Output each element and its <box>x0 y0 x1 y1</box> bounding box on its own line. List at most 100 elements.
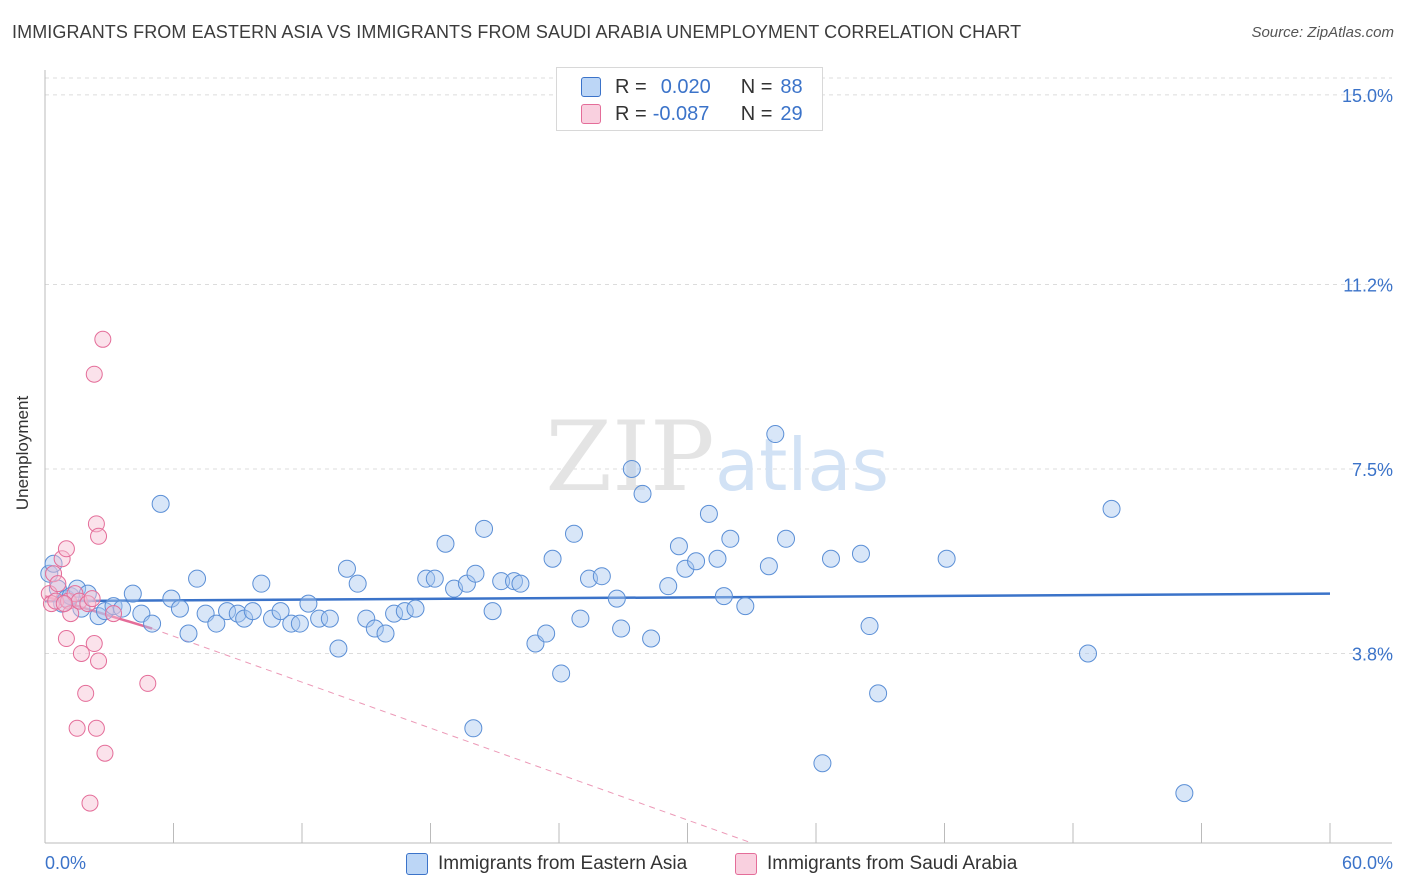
y-tick-label: 3.8% <box>1352 644 1393 664</box>
chart-title: IMMIGRANTS FROM EASTERN ASIA VS IMMIGRAN… <box>12 22 1022 42</box>
data-point-eastern-asia <box>592 567 611 586</box>
data-point-eastern-asia <box>188 569 207 588</box>
data-point-eastern-asia <box>218 602 237 621</box>
data-point-eastern-asia <box>869 684 888 703</box>
data-point-eastern-asia <box>151 494 170 513</box>
data-point-eastern-asia <box>337 559 356 578</box>
data-point-eastern-asia <box>466 564 485 583</box>
data-point-eastern-asia <box>687 552 706 571</box>
data-point-eastern-asia <box>123 584 142 603</box>
data-point-saudi-arabia <box>87 515 105 533</box>
data-point-saudi-arabia <box>94 330 112 348</box>
trend-line-eastern-asia <box>44 592 1331 603</box>
data-point-saudi-arabia <box>57 540 75 558</box>
bottom-legend-label: Immigrants from Eastern Asia <box>438 853 688 874</box>
data-point-eastern-asia <box>642 629 661 648</box>
data-point-eastern-asia <box>659 577 678 596</box>
data-point-eastern-asia <box>492 572 511 591</box>
data-point-saudi-arabia <box>87 719 105 737</box>
data-point-saudi-arabia <box>90 652 108 670</box>
data-point-saudi-arabia <box>45 565 63 583</box>
bottom-legend-eastern-asia: Immigrants from Eastern Asia <box>406 850 687 878</box>
data-point-eastern-asia <box>821 549 840 568</box>
data-point-eastern-asia <box>329 639 348 658</box>
data-point-eastern-asia <box>290 614 309 633</box>
data-point-eastern-asia <box>851 544 870 563</box>
x-tick-label: 60.0% <box>1342 853 1393 873</box>
data-point-eastern-asia <box>543 549 562 568</box>
data-point-eastern-asia <box>699 504 718 523</box>
trend-line-saudi-arabia-extension <box>151 628 752 844</box>
data-point-eastern-asia <box>78 584 97 603</box>
data-point-saudi-arabia <box>62 605 80 623</box>
y-axis-label: Unemployment <box>13 395 33 511</box>
data-point-eastern-asia <box>113 599 132 618</box>
data-point-eastern-asia <box>736 597 755 616</box>
data-point-eastern-asia <box>348 574 367 593</box>
data-point-eastern-asia <box>813 754 832 773</box>
data-point-saudi-arabia <box>49 575 67 593</box>
legend-n-label: N = <box>740 75 773 98</box>
legend-r-value: 0.020 <box>660 75 711 98</box>
data-point-saudi-arabia <box>81 794 99 812</box>
data-point-eastern-asia <box>633 484 652 503</box>
data-point-eastern-asia <box>385 604 404 623</box>
legend-row-eastern-asia: R = 0.020 N = 88 <box>581 74 803 100</box>
y-tick-label: 7.5% <box>1352 460 1393 480</box>
watermark-atlas: atlas <box>715 423 889 507</box>
data-point-saudi-arabia <box>53 550 71 568</box>
legend-swatch-pink <box>581 104 601 124</box>
tick-labels: 3.8% 7.5% 11.2% 15.0% 0.0% 60.0% <box>45 86 1393 873</box>
data-point-eastern-asia <box>669 537 688 556</box>
bottom-legend-swatch-blue <box>406 853 428 875</box>
data-point-saudi-arabia <box>72 644 90 662</box>
data-point-eastern-asia <box>483 602 502 621</box>
data-point-eastern-asia <box>708 549 727 568</box>
legend-n-value: 29 <box>780 102 803 125</box>
data-point-eastern-asia <box>436 534 455 553</box>
data-point-eastern-asia <box>310 609 329 628</box>
data-point-eastern-asia <box>299 594 318 613</box>
legend-n-value: 88 <box>780 75 803 98</box>
x-tick-label: 0.0% <box>45 853 86 873</box>
data-point-saudi-arabia <box>105 605 123 623</box>
axes <box>44 70 1392 844</box>
data-point-eastern-asia <box>475 519 494 538</box>
data-point-eastern-asia <box>622 459 641 478</box>
data-point-eastern-asia <box>612 619 631 638</box>
data-point-eastern-asia <box>40 564 59 583</box>
data-point-eastern-asia <box>143 614 162 633</box>
data-point-eastern-asia <box>552 664 571 683</box>
legend-swatch-blue <box>581 77 601 97</box>
watermark-zip: ZIP <box>545 401 714 513</box>
data-points <box>40 330 1194 812</box>
data-point-eastern-asia <box>721 529 740 548</box>
data-point-eastern-asia <box>271 602 290 621</box>
data-point-eastern-asia <box>365 619 384 638</box>
trend-lines <box>44 592 1331 844</box>
data-point-saudi-arabia <box>57 630 75 648</box>
data-point-saudi-arabia <box>85 365 103 383</box>
trend-line-saudi-arabia <box>44 594 153 630</box>
data-point-eastern-asia <box>937 549 956 568</box>
bottom-legend-label: Immigrants from Saudi Arabia <box>767 853 1018 874</box>
data-point-saudi-arabia <box>55 595 73 613</box>
bottom-legend-swatch-pink <box>735 853 757 875</box>
data-point-eastern-asia <box>395 602 414 621</box>
data-point-eastern-asia <box>1102 499 1121 518</box>
legend-row-saudi-arabia: R = -0.087 N = 29 <box>581 101 803 127</box>
data-point-eastern-asia <box>179 624 198 643</box>
data-point-eastern-asia <box>714 587 733 606</box>
data-point-eastern-asia <box>425 569 444 588</box>
legend-r-label: R = <box>615 102 647 125</box>
data-point-saudi-arabia <box>77 684 95 702</box>
data-point-eastern-asia <box>759 557 778 576</box>
data-point-eastern-asia <box>607 589 626 608</box>
data-point-eastern-asia <box>464 719 483 738</box>
data-point-eastern-asia <box>537 624 556 643</box>
y-tick-label: 15.0% <box>1342 86 1393 106</box>
data-point-saudi-arabia <box>139 674 157 692</box>
data-point-eastern-asia <box>252 574 271 593</box>
data-point-saudi-arabia <box>68 719 86 737</box>
data-point-eastern-asia <box>676 559 695 578</box>
